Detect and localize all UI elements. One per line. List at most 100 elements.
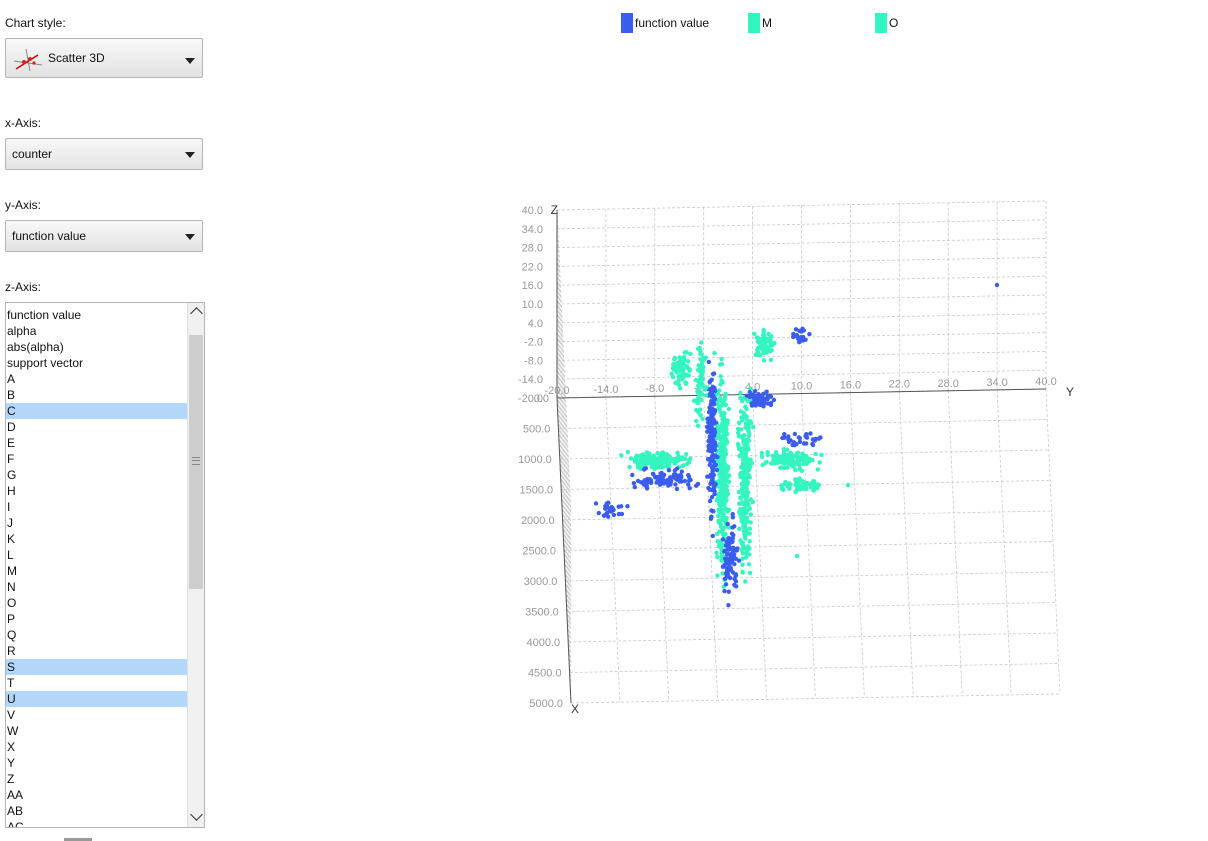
data-point <box>711 445 716 451</box>
z-axis-list[interactable]: function value alpha abs(alpha) support vec… <box>5 302 205 828</box>
data-point <box>775 453 780 458</box>
z-axis-list-item[interactable]: function value <box>7 308 82 322</box>
data-point <box>795 456 800 462</box>
data-point <box>625 449 630 455</box>
z-axis-list-item[interactable]: R <box>7 644 16 658</box>
z-axis-list-item[interactable]: F <box>7 452 15 466</box>
z-axis-list-item[interactable]: C <box>6 403 189 419</box>
data-point <box>738 390 743 396</box>
z-axis-list-item[interactable]: W <box>7 724 19 738</box>
legend-swatch <box>748 13 760 33</box>
data-point <box>728 567 733 573</box>
data-point <box>741 515 747 520</box>
data-point <box>659 474 664 480</box>
data-point <box>653 461 658 466</box>
data-point <box>712 397 717 403</box>
z-axis-list-item[interactable]: P <box>7 612 16 626</box>
z-axis-list-item[interactable]: G <box>7 468 17 482</box>
data-point <box>782 432 787 437</box>
data-point <box>797 328 802 333</box>
grid-line <box>996 389 1012 695</box>
z-axis-list-item[interactable]: N <box>7 580 16 594</box>
data-point <box>754 400 759 405</box>
z-axis-list-item[interactable]: alpha <box>7 324 37 338</box>
data-point <box>730 536 735 541</box>
data-point <box>793 327 799 332</box>
data-point <box>695 481 701 487</box>
data-point <box>634 453 639 458</box>
z-axis-list-item[interactable]: Q <box>7 628 17 642</box>
data-point <box>720 479 725 484</box>
chart-style-label: Chart style: <box>5 16 66 30</box>
data-point <box>747 526 752 531</box>
grid-line <box>556 219 1047 230</box>
data-point <box>720 564 726 569</box>
z-axis-list-item[interactable]: L <box>7 548 14 562</box>
z-axis-list-item[interactable]: U <box>6 691 189 707</box>
z-axis-list-item[interactable]: J <box>7 516 13 530</box>
z-tick-label: 28.0 <box>522 243 543 255</box>
data-point <box>845 482 851 488</box>
z-axis-list-item[interactable]: abs(alpha) <box>7 340 64 354</box>
z-axis-list-item[interactable]: S <box>6 659 189 675</box>
grid-line <box>556 360 572 666</box>
z-axis-list-item[interactable]: E <box>7 436 16 450</box>
z-axis-list-item[interactable]: V <box>7 708 16 722</box>
scrollbar-thumb[interactable] <box>189 335 203 589</box>
data-point <box>748 457 753 462</box>
data-point <box>716 518 721 524</box>
y-axis-dropdown[interactable]: function value <box>5 220 203 252</box>
data-point <box>717 495 722 500</box>
data-point <box>607 508 612 514</box>
data-point <box>720 571 725 576</box>
data-point <box>744 437 749 443</box>
data-point <box>788 482 793 487</box>
data-point <box>667 464 672 469</box>
z-axis-list-item[interactable]: K <box>7 532 16 546</box>
z-axis-list-item[interactable]: AC <box>7 820 24 828</box>
z-axis-title: Z <box>551 203 558 217</box>
z-axis-list-item[interactable]: AB <box>7 804 24 818</box>
z-axis-list-item[interactable]: B <box>7 388 16 402</box>
z-tick-label: -8.0 <box>524 355 543 367</box>
data-point <box>726 406 732 412</box>
z-axis-list-item[interactable]: D <box>7 420 16 434</box>
data-point <box>797 439 803 444</box>
z-axis-scrollbar[interactable] <box>187 303 204 827</box>
data-point <box>668 478 674 483</box>
z-axis-list-item[interactable]: M <box>7 564 17 578</box>
z-axis-list-item[interactable]: Z <box>7 772 15 786</box>
data-point <box>791 331 796 337</box>
data-point <box>797 483 803 488</box>
z-axis-list-item[interactable]: AA <box>7 788 24 802</box>
z-axis-list-item[interactable]: I <box>7 500 11 514</box>
z-axis-list-item[interactable]: Y <box>7 756 16 770</box>
scroll-handle[interactable] <box>64 838 92 841</box>
data-point <box>673 482 678 487</box>
data-point <box>815 467 820 472</box>
data-point <box>657 465 662 470</box>
data-point <box>739 465 744 470</box>
chart-style-dropdown[interactable]: Scatter 3D <box>5 38 203 78</box>
z-axis-list-item[interactable]: X <box>7 740 16 754</box>
z-axis-list-item[interactable]: A <box>7 372 16 386</box>
data-point <box>708 448 713 454</box>
data-point <box>677 374 682 379</box>
data-point <box>790 464 796 469</box>
data-point <box>721 415 726 420</box>
data-point <box>699 397 704 403</box>
z-axis-list-item[interactable]: T <box>7 676 15 690</box>
data-point <box>720 420 725 426</box>
data-point <box>684 372 689 377</box>
z-axis-list-item[interactable]: H <box>7 484 16 498</box>
data-point <box>733 573 739 578</box>
data-point <box>759 450 764 456</box>
x-axis-dropdown[interactable]: counter <box>5 138 203 170</box>
data-point <box>682 355 687 360</box>
data-point <box>804 486 809 492</box>
data-point <box>740 501 745 506</box>
z-axis-list-item[interactable]: support vector <box>7 356 84 370</box>
z-axis-list-item[interactable]: O <box>7 596 17 610</box>
data-point <box>726 589 731 594</box>
data-point <box>709 394 714 399</box>
